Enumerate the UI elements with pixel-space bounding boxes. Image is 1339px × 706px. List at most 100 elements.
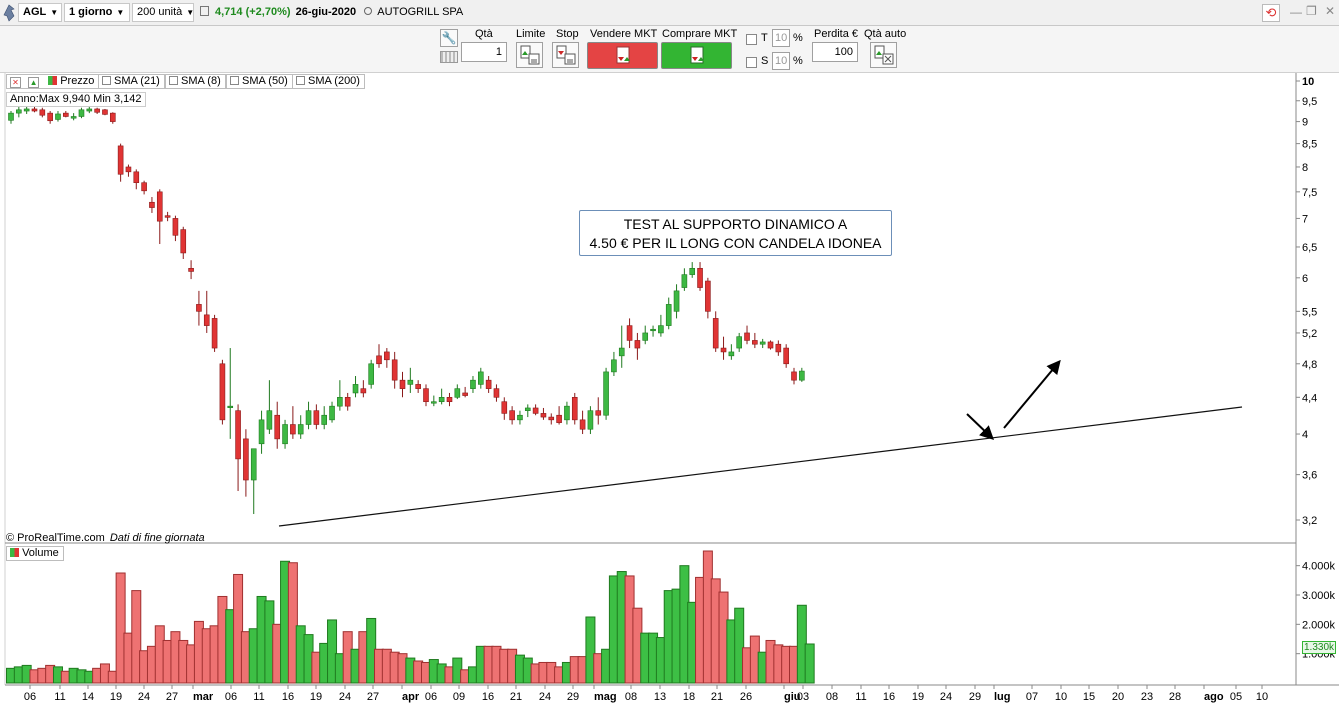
qty-label: Qtà — [475, 28, 493, 40]
candle-body — [297, 424, 304, 435]
candle-body — [564, 405, 570, 421]
volume-bar — [804, 643, 815, 684]
t-input[interactable]: 10 — [772, 29, 790, 47]
quote-panel-icon — [200, 6, 209, 16]
keypad-icon[interactable] — [440, 51, 458, 63]
sma8-label: SMA (8) — [181, 75, 221, 87]
candle-body — [791, 371, 797, 381]
autoqty-label: Qtà auto — [864, 28, 907, 40]
limit-order-button[interactable] — [516, 42, 543, 68]
candle-body — [681, 274, 688, 288]
candle — [297, 415, 304, 439]
sma21-label: SMA (21) — [114, 75, 160, 87]
x-tick-label: 08 — [625, 691, 637, 703]
candle — [665, 297, 672, 330]
buy-market-button[interactable] — [661, 42, 732, 69]
loss-value: 100 — [834, 46, 853, 58]
volume-bar — [585, 616, 596, 684]
price-volume-chart[interactable]: 10 9,5 9 8,5 8 7,5 7 6,5 6 5,5 5,2 4,8 4,4 4 3,6 3,2 4.… — [0, 73, 1339, 706]
candle — [219, 359, 226, 425]
sma50-checkbox[interactable] — [230, 76, 239, 85]
candle-body — [712, 318, 719, 349]
candle-body — [720, 347, 727, 353]
candle-body — [180, 229, 187, 254]
candle — [618, 325, 625, 368]
sma8-legend[interactable]: SMA (8) — [165, 74, 226, 89]
candle — [744, 325, 750, 345]
chevron-down-icon: ▼ — [186, 8, 195, 17]
candle-body — [423, 388, 429, 403]
candle — [673, 284, 680, 319]
s-input[interactable]: 10 — [772, 52, 790, 70]
loss-input[interactable]: 100 — [812, 42, 858, 62]
price-tick-label: 3,2 — [1302, 515, 1317, 527]
move-up-icon[interactable]: ▲ — [28, 77, 40, 88]
chevron-down-icon: ▼ — [116, 8, 125, 17]
candle — [203, 290, 210, 333]
candle-body — [321, 414, 328, 425]
current-volume-value: 1.330k — [1303, 642, 1335, 653]
minimize-icon[interactable]: — — [1290, 5, 1302, 19]
sma200-checkbox[interactable] — [296, 76, 305, 85]
x-tick-label: 16 — [482, 691, 494, 703]
x-tick-label: 10 — [1055, 691, 1067, 703]
sma8-checkbox[interactable] — [169, 76, 178, 85]
candle — [63, 111, 69, 118]
price-tick-label: 7,5 — [1302, 187, 1317, 199]
chart-area[interactable]: 10 9,5 9 8,5 8 7,5 7 6,5 6 5,5 5,2 4,8 4,4 4 3,6 3,2 4.… — [0, 73, 1339, 706]
candle-body — [250, 448, 257, 481]
price-tick-label: 4 — [1302, 429, 1308, 441]
buy-label: Comprare MKT — [662, 28, 738, 40]
candle-body — [94, 108, 100, 113]
candle-body — [109, 112, 116, 122]
sell-market-button[interactable] — [587, 42, 658, 69]
candle — [532, 404, 539, 416]
candle — [102, 108, 108, 116]
candle — [180, 226, 187, 260]
units-selector[interactable]: 200 unità ▼ — [132, 3, 194, 22]
x-tick-label: 26 — [740, 691, 752, 703]
symbol-selector[interactable]: AGL ▼ — [18, 3, 62, 22]
candle — [399, 371, 406, 398]
wrench-icon[interactable]: 🔧 — [440, 29, 458, 47]
candle — [313, 404, 320, 430]
t-checkbox[interactable] — [746, 34, 757, 45]
candle-body — [384, 351, 390, 361]
candle — [188, 260, 194, 280]
candle-body — [634, 340, 641, 349]
candle-body — [673, 290, 680, 312]
stop-order-button[interactable] — [552, 42, 579, 68]
sma21-checkbox[interactable] — [102, 76, 111, 85]
remove-indicator-icon[interactable]: ✕ — [10, 77, 21, 88]
candle — [172, 215, 179, 242]
sma200-legend[interactable]: SMA (200) — [292, 74, 365, 89]
annotation-box[interactable]: TEST AL SUPPORTO DINAMICO A 4.50 € PER I… — [579, 210, 892, 256]
candle — [720, 336, 727, 360]
price-tick-label: 6 — [1302, 273, 1308, 285]
candle-body — [258, 419, 265, 445]
candle — [196, 290, 202, 326]
timeframe-selector[interactable]: 1 giorno ▼ — [64, 3, 130, 22]
price-legend-label: Prezzo — [60, 75, 95, 87]
x-tick-label: 21 — [711, 691, 723, 703]
s-checkbox[interactable] — [746, 57, 757, 68]
sma50-legend[interactable]: SMA (50) — [226, 74, 293, 89]
candle-body — [485, 379, 492, 389]
price-tick-label: 4,8 — [1302, 359, 1317, 371]
sma21-legend[interactable]: SMA (21) — [98, 74, 165, 89]
candle — [736, 332, 742, 352]
candle — [156, 189, 163, 245]
refresh-icon[interactable]: ⟲ — [1262, 4, 1280, 22]
candle — [501, 397, 508, 420]
maximize-icon[interactable]: ❐ — [1306, 4, 1317, 18]
candle-body — [650, 328, 656, 332]
up-arrow — [1003, 359, 1061, 429]
qty-value: 1 — [495, 46, 502, 58]
candle — [39, 107, 46, 118]
volume-legend-label: Volume — [22, 547, 59, 559]
autoqty-button[interactable] — [870, 42, 897, 68]
qty-input[interactable]: 1 — [461, 42, 507, 62]
close-icon[interactable]: ✕ — [1325, 4, 1336, 18]
candle-body — [799, 370, 805, 381]
candle — [290, 406, 296, 439]
